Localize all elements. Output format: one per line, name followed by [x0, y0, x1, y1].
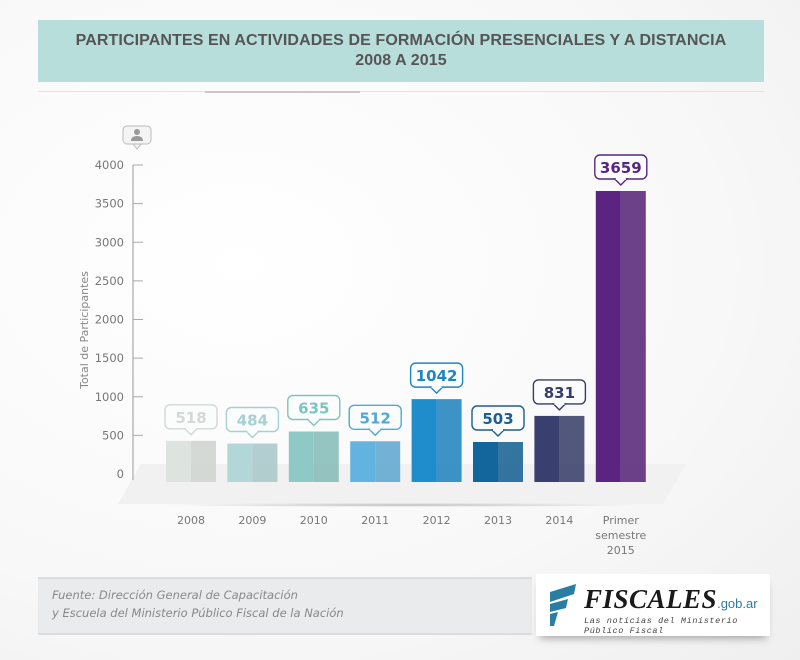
data-label-bubble: 512 — [348, 404, 402, 437]
x-tick-label: 2011 — [361, 514, 389, 527]
data-label-bubble: 1042 — [409, 362, 464, 395]
bar-shade — [191, 440, 216, 482]
bar-shade — [252, 443, 278, 482]
bar-shade — [436, 399, 462, 482]
bar-shade — [620, 191, 646, 482]
bar — [350, 441, 376, 482]
y-tick-label: 3500 — [95, 197, 124, 211]
y-tick-label: 500 — [102, 428, 124, 442]
x-tick-label: 2009 — [238, 514, 266, 527]
logo-tagline: Las noticias del Ministerio Público Fisc… — [584, 616, 738, 636]
bar-shade — [498, 441, 523, 482]
logo-brand: FISCALES.gob.ar — [584, 584, 758, 615]
data-label-bubble: 518 — [164, 404, 218, 436]
source-line-2: y Escuela del Ministerio Público Fiscal … — [52, 606, 344, 620]
bar-group: 1042 — [409, 362, 464, 482]
logo-domain: .gob.ar — [717, 596, 758, 611]
chart-title-line1: PARTICIPANTES EN ACTIVIDADES DE FORMACIÓ… — [75, 32, 727, 49]
bar — [595, 191, 621, 482]
y-tick-label: 2500 — [95, 274, 124, 288]
y-tick-label: 1500 — [95, 351, 124, 365]
bar-group: 512 — [348, 404, 402, 482]
data-label: 512 — [360, 409, 391, 427]
data-label: 503 — [482, 410, 513, 428]
y-tick-label: 1000 — [95, 390, 124, 404]
bar-group: 518 — [164, 404, 218, 482]
title-banner: PARTICIPANTES EN ACTIVIDADES DE FORMACIÓ… — [38, 20, 764, 82]
data-label-bubble: 503 — [471, 405, 525, 437]
y-tick-label: 0 — [117, 467, 124, 481]
source-note: Fuente: Dirección General de Capacitació… — [38, 577, 532, 635]
x-tick-label: Primer — [603, 514, 640, 527]
bars: 518 484 635 512 1042 503 831 3659 — [164, 154, 648, 482]
data-label: 831 — [544, 384, 575, 402]
data-label: 1042 — [416, 367, 458, 385]
bar-shade — [375, 441, 401, 482]
x-tick-label: 2010 — [300, 514, 328, 527]
person-icon — [122, 125, 152, 150]
bar-group: 831 — [532, 379, 587, 482]
data-label: 484 — [237, 412, 268, 430]
y-axis-title: Total de Participantes — [78, 271, 91, 390]
logo-brand-text: FISCALES — [584, 584, 718, 614]
y-axis: 0 500 1000 1500 2000 2500 3000 3500 4000 Total de… — [78, 125, 152, 481]
title-divider — [38, 91, 764, 92]
bar — [411, 399, 437, 482]
data-label-bubble: 635 — [287, 394, 341, 427]
x-axis-labels: 2008 2009 2010 2011 2012 2013 2014 Primer semest… — [177, 514, 647, 557]
bar — [227, 443, 253, 482]
data-label: 3659 — [600, 159, 642, 177]
bar-group: 635 — [287, 394, 341, 482]
source-line-1: Fuente: Dirección General de Capacitació… — [52, 588, 298, 602]
x-tick-label: 2008 — [177, 514, 205, 527]
data-label: 635 — [298, 399, 329, 417]
bar — [534, 415, 560, 482]
x-tick-label: 2014 — [545, 514, 573, 527]
platform-shadow — [160, 503, 650, 507]
x-tick-label: semestre — [595, 529, 646, 542]
bar-shade — [559, 415, 585, 482]
fiscales-f-icon — [550, 584, 576, 626]
y-tick-label: 3000 — [95, 235, 124, 249]
data-label-bubble: 831 — [532, 379, 587, 411]
data-label-bubble: 484 — [225, 406, 280, 439]
bar-group: 503 — [471, 405, 525, 482]
x-tick-label: 2013 — [484, 514, 512, 527]
bar — [166, 440, 191, 482]
chart-title-line2: 2008 A 2015 — [355, 52, 447, 69]
bar-shade — [313, 431, 339, 482]
title-divider-accent — [205, 91, 360, 93]
data-label-bubble: 3659 — [594, 154, 648, 186]
bar — [473, 441, 498, 482]
bar — [288, 431, 314, 482]
x-tick-label: 2012 — [423, 514, 451, 527]
fiscales-logo: FISCALES.gob.ar Las noticias del Ministe… — [536, 574, 770, 636]
y-tick-label: 4000 — [95, 158, 124, 172]
bar-group: 3659 — [594, 154, 648, 482]
x-tick-label: 2015 — [607, 544, 635, 557]
bar-group: 484 — [225, 406, 280, 482]
y-tick-label: 2000 — [95, 313, 124, 327]
data-label: 518 — [175, 409, 206, 427]
